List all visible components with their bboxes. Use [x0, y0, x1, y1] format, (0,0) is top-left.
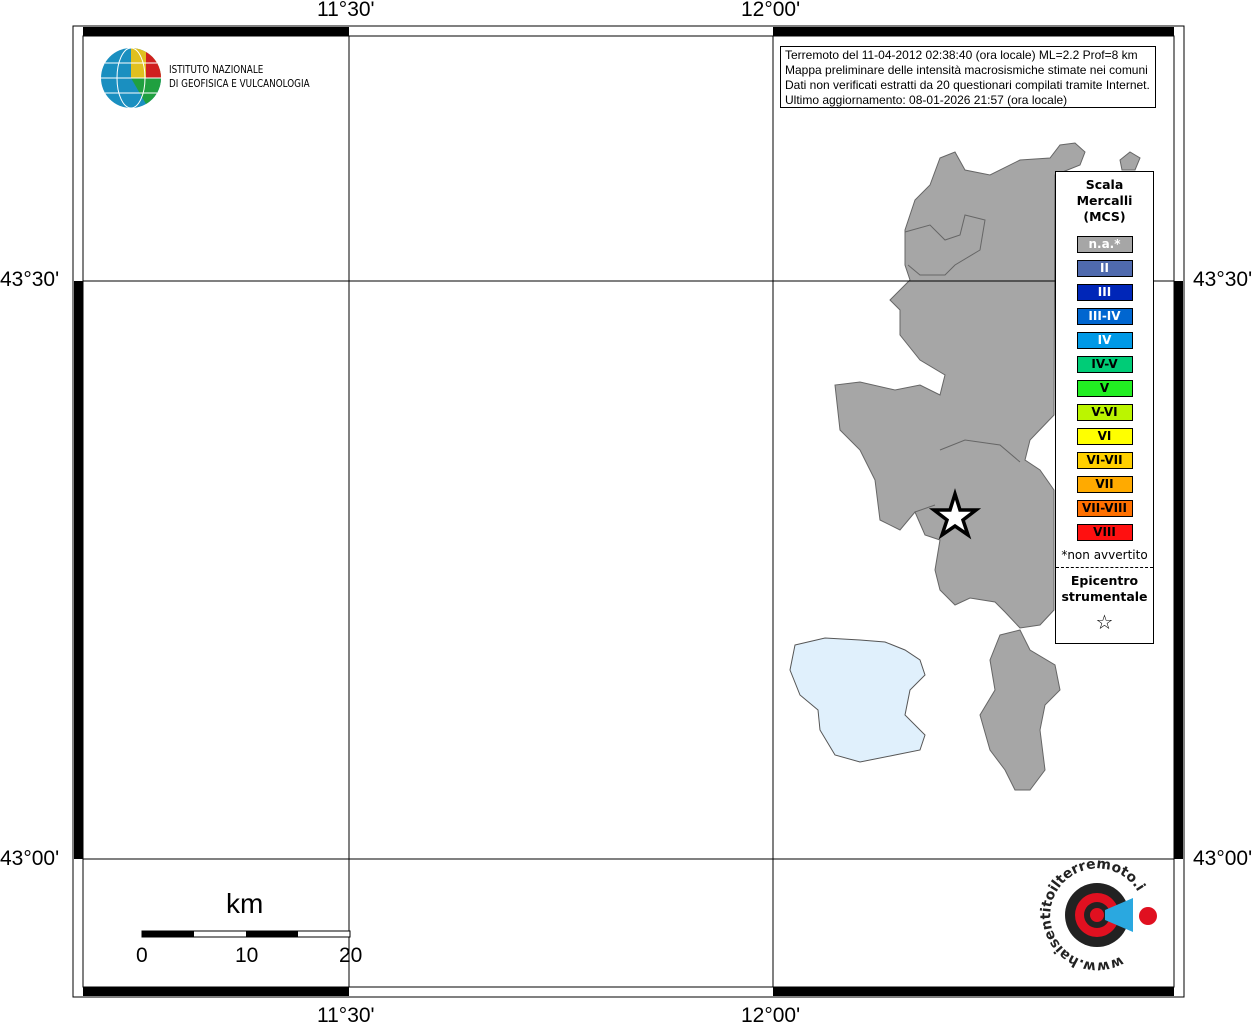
- lon-label-bottom-2: 12°00': [741, 1004, 801, 1027]
- watermark-logo: [1065, 883, 1157, 947]
- scalebar: [141, 930, 351, 938]
- scalebar-tick-0: 0: [136, 944, 148, 967]
- legend-title: Scala Mercalli (MCS): [1056, 177, 1153, 225]
- legend-swatch: VIII: [1076, 524, 1133, 541]
- land-region-south: [979, 629, 1061, 791]
- legend-swatch: V: [1076, 380, 1133, 397]
- legend-title-line: Mercalli: [1076, 193, 1133, 208]
- land-region-islet: [1119, 151, 1141, 171]
- frame-ticks: [74, 27, 1183, 996]
- legend-epicenter-line: strumentale: [1061, 589, 1148, 604]
- legend-swatch: IV: [1076, 332, 1133, 349]
- border-line: [939, 439, 1021, 463]
- border-line: [914, 504, 936, 513]
- lake: [789, 637, 926, 763]
- scalebar-tick-20: 20: [339, 944, 363, 967]
- legend-divider: [1056, 567, 1153, 568]
- legend-swatch: VI-VII: [1076, 452, 1133, 469]
- star-icon: ☆: [1095, 610, 1114, 634]
- legend-swatch: VI: [1076, 428, 1133, 445]
- graticule: [83, 36, 1174, 987]
- scalebar-unit: km: [226, 888, 264, 919]
- lat-label-right-2: 43°00': [1193, 847, 1253, 870]
- legend-epicenter-line: Epicentro: [1070, 573, 1139, 588]
- info-updated: Ultimo aggiornamento: 08-01-2026 21:57 (…: [785, 93, 1068, 107]
- legend-title-line: Scala: [1085, 177, 1124, 192]
- legend-swatch: n.a.*: [1076, 236, 1133, 253]
- lat-label-right-1: 43°30': [1193, 268, 1253, 291]
- border-line: [904, 214, 986, 276]
- legend-swatch: IV-V: [1076, 356, 1133, 373]
- epicenter-legend-title: Epicentro strumentale: [1056, 573, 1153, 605]
- star-icon: [928, 488, 982, 540]
- legend-title-line: (MCS): [1083, 209, 1126, 224]
- lat-label-left-2: 43°00': [0, 847, 60, 870]
- lon-label-bottom-1: 11°30': [317, 1004, 375, 1027]
- lon-label-top-2: 12°00': [741, 0, 801, 21]
- legend-swatch: VII-VIII: [1076, 500, 1133, 517]
- land-region: [834, 142, 1086, 629]
- logo-line-2: DI GEOFISICA E VULCANOLOGIA: [169, 77, 310, 90]
- legend-swatch: II: [1076, 260, 1133, 277]
- mcs-legend: Scala Mercalli (MCS) n.a.* II III III-IV IV I…: [1055, 171, 1154, 644]
- scalebar-tick-10: 10: [235, 944, 259, 967]
- lat-label-left-1: 43°30': [0, 268, 60, 291]
- legend-swatch: VII: [1076, 476, 1133, 493]
- legend-swatches: n.a.* II III III-IV IV IV-V V V-VI VI VI-VII VII VI…: [1056, 236, 1153, 541]
- event-info-box: Terremoto del 11-04-2012 02:38:40 (ora l…: [780, 46, 1156, 108]
- ingv-logo-text: ISTITUTO NAZIONALE DI GEOFISICA E VULCAN…: [169, 63, 310, 91]
- legend-swatch: V-VI: [1076, 404, 1133, 421]
- info-event: Terremoto del 11-04-2012 02:38:40 (ora l…: [785, 48, 1138, 62]
- lon-label-top-1: 11°30': [317, 0, 375, 21]
- legend-note: *non avvertito: [1061, 548, 1148, 562]
- ingv-logo-icon: [101, 47, 161, 109]
- legend-swatch: III-IV: [1076, 308, 1133, 325]
- info-source: Dati non verificati estratti da 20 quest…: [785, 78, 1150, 92]
- legend-swatch: III: [1076, 284, 1133, 301]
- logo-line-1: ISTITUTO NAZIONALE: [169, 63, 264, 76]
- info-description: Mappa preliminare delle intensità macros…: [785, 63, 1148, 77]
